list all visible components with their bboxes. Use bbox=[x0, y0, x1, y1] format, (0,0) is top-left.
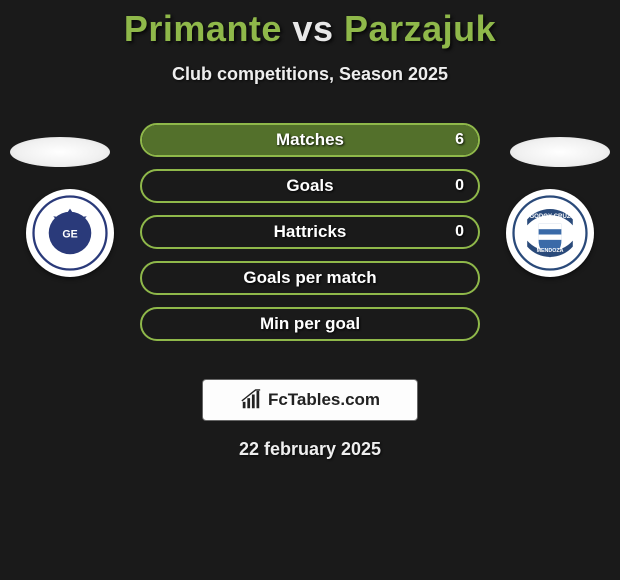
brand-text: FcTables.com bbox=[268, 390, 380, 410]
stat-bars: Matches 6 Goals 0 Hattricks 0 Goals per … bbox=[140, 123, 480, 341]
stats-zone: GE GODOY CRUZ MENDOZA Matches 6 Goals 0 … bbox=[0, 123, 620, 363]
player1-name: Primante bbox=[124, 8, 282, 49]
stat-bar-hattricks: Hattricks 0 bbox=[140, 215, 480, 249]
vs-word: vs bbox=[292, 8, 333, 49]
stat-label: Goals per match bbox=[142, 263, 478, 293]
stat-value: 6 bbox=[455, 125, 464, 155]
svg-text:GE: GE bbox=[62, 229, 77, 241]
stat-label: Hattricks bbox=[142, 217, 478, 247]
subtitle: Club competitions, Season 2025 bbox=[0, 64, 620, 85]
stat-label: Goals bbox=[142, 171, 478, 201]
stat-bar-matches: Matches 6 bbox=[140, 123, 480, 157]
date: 22 february 2025 bbox=[0, 439, 620, 460]
svg-text:MENDOZA: MENDOZA bbox=[537, 248, 564, 254]
club-crest-right: GODOY CRUZ MENDOZA bbox=[506, 189, 594, 277]
stat-bar-goals: Goals 0 bbox=[140, 169, 480, 203]
player2-photo-placeholder bbox=[510, 137, 610, 167]
stat-label: Matches bbox=[142, 125, 478, 155]
svg-text:GODOY CRUZ: GODOY CRUZ bbox=[529, 213, 570, 220]
club-crest-left: GE bbox=[26, 189, 114, 277]
stat-label: Min per goal bbox=[142, 309, 478, 339]
player2-name: Parzajuk bbox=[344, 8, 496, 49]
stat-value: 0 bbox=[455, 171, 464, 201]
player1-photo-placeholder bbox=[10, 137, 110, 167]
stat-bar-goals-per-match: Goals per match bbox=[140, 261, 480, 295]
crest-left-svg: GE bbox=[32, 195, 108, 271]
comparison-title: Primante vs Parzajuk bbox=[0, 0, 620, 50]
crest-right-svg: GODOY CRUZ MENDOZA bbox=[512, 195, 588, 271]
chart-icon bbox=[240, 389, 262, 411]
stat-value: 0 bbox=[455, 217, 464, 247]
stat-bar-min-per-goal: Min per goal bbox=[140, 307, 480, 341]
brand-box[interactable]: FcTables.com bbox=[202, 379, 418, 421]
